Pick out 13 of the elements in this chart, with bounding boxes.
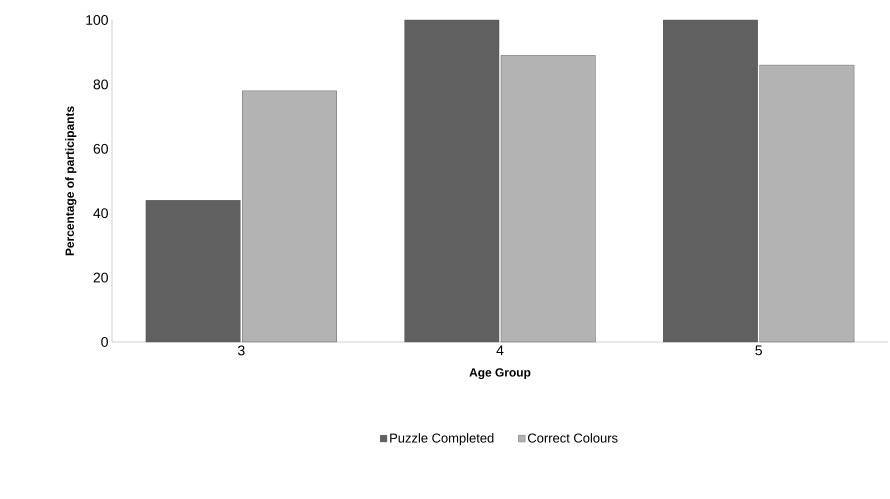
legend-label: Puzzle Completed: [390, 433, 494, 446]
x-tick-label: 3: [238, 346, 245, 356]
y-axis-title: Percentage of participants: [65, 106, 76, 256]
y-tick-label: 20: [94, 272, 108, 283]
legend-label: Correct Colours: [528, 433, 618, 443]
x-axis-title: Age Group: [469, 368, 530, 380]
x-tick-label: 4: [496, 346, 504, 356]
y-tick-label: 80: [94, 79, 108, 90]
y-tick-label: 40: [93, 208, 108, 218]
y-tick-label: 60: [94, 144, 108, 154]
x-tick-label: 5: [755, 346, 762, 356]
y-tick-label: 100: [86, 15, 108, 25]
y-tick-label: 0: [101, 337, 108, 347]
